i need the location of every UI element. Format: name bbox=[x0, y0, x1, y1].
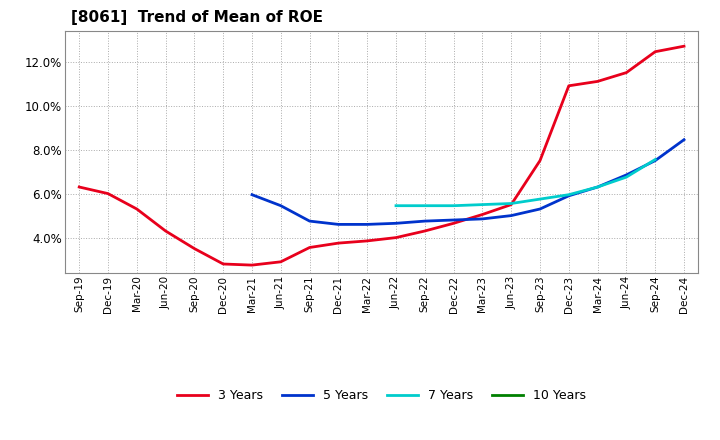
Text: [8061]  Trend of Mean of ROE: [8061] Trend of Mean of ROE bbox=[71, 11, 323, 26]
Legend: 3 Years, 5 Years, 7 Years, 10 Years: 3 Years, 5 Years, 7 Years, 10 Years bbox=[172, 384, 591, 407]
